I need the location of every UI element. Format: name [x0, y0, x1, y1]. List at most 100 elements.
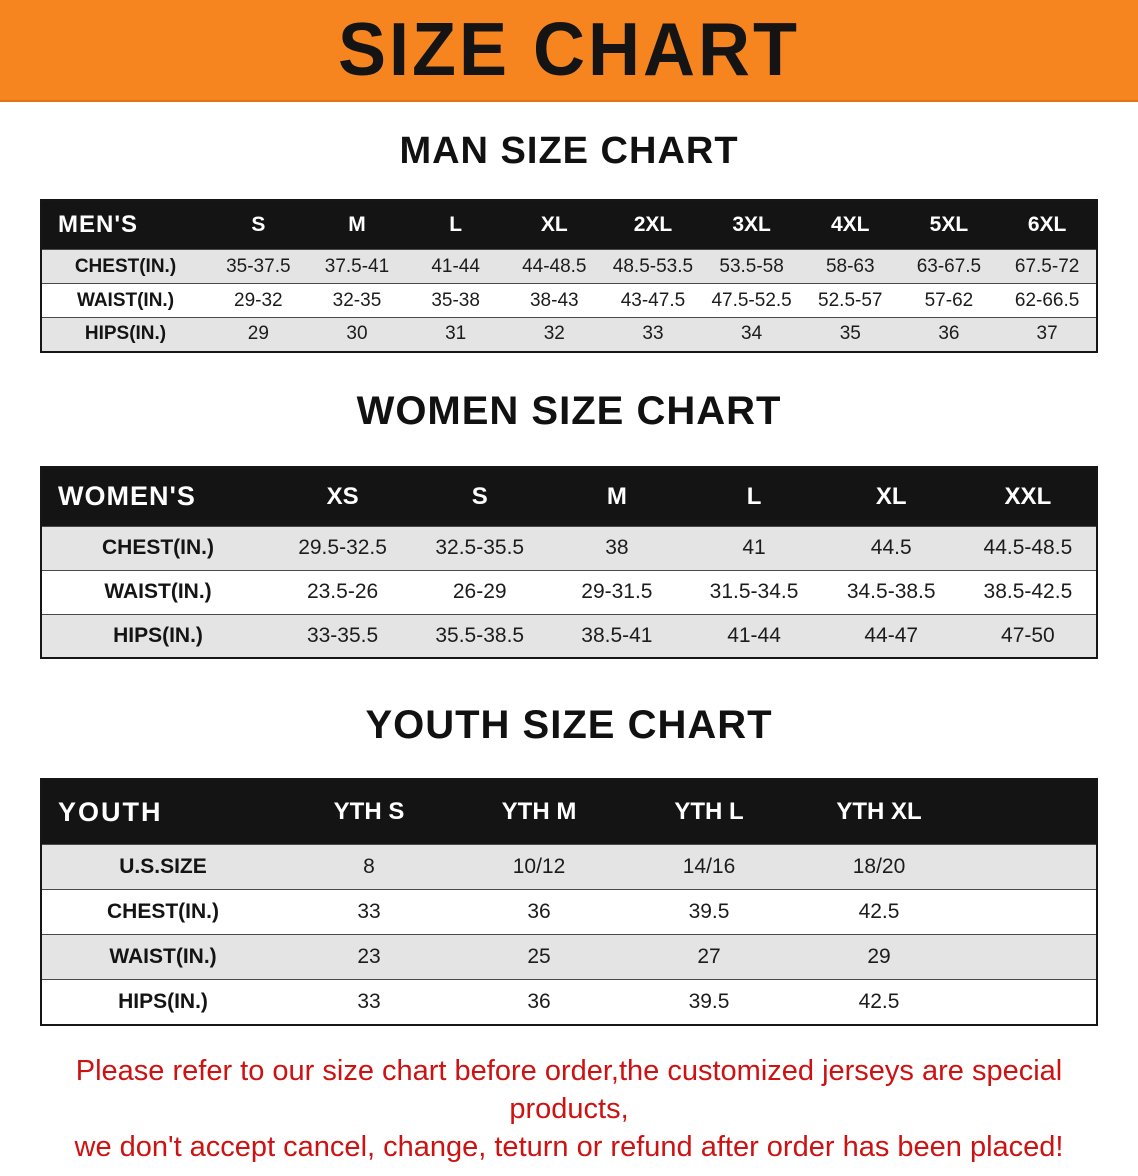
men-size-column-header: L: [406, 200, 505, 250]
women-value-cell: 34.5-38.5: [846, 580, 936, 603]
men-size-column-header: 4XL: [800, 200, 900, 250]
youth-value-cell: 36: [527, 900, 551, 923]
page-title: SIZE CHART: [338, 8, 800, 93]
youth-value-cell: 33: [357, 989, 381, 1013]
women-value-cell: 41-44: [727, 623, 781, 647]
youth-size-table: YOUTH YTH S YTH M YTH L YTH XL U.S.SIZE 8 10/12…: [40, 778, 1098, 1026]
youth-row-label: CHEST(IN.): [107, 900, 219, 923]
men-value-cell: 43-47.5: [620, 289, 686, 311]
men-size-column-header: S: [209, 200, 308, 250]
men-value-cell: 48.5-53.5: [612, 255, 694, 277]
men-value-cell: 31: [445, 323, 467, 345]
women-size-table: WOMEN'S XS S M L XL XXL CHEST(IN.) 29.5-32.5 32.5…: [40, 465, 1098, 659]
youth-value-cell: 42.5: [858, 900, 900, 923]
youth-value-cell: 14/16: [682, 855, 736, 878]
women-size-column-header: S: [411, 466, 549, 526]
youth-spacer: [964, 980, 1097, 1025]
women-value-cell: 44.5-48.5: [983, 536, 1073, 559]
men-measurement-row: WAIST(IN.) 29-32 32-35 35-38 38-43 43-47.5 47.…: [41, 283, 1097, 318]
youth-measurement-row: U.S.SIZE 8 10/12 14/16 18/20: [41, 844, 1097, 890]
women-size-column-header: XS: [274, 466, 412, 526]
youth-measurement-row: CHEST(IN.) 33 36 39.5 42.5: [41, 889, 1097, 935]
women-size-column-header: M: [548, 466, 686, 526]
youth-value-cell: 10/12: [512, 855, 566, 878]
women-value-cell: 29.5-32.5: [298, 536, 387, 559]
youth-row-label: HIPS(IN.): [118, 989, 208, 1013]
men-size-column-header: 5XL: [899, 200, 999, 250]
men-value-cell: 37.5-41: [324, 255, 390, 277]
men-value-cell: 57-62: [924, 289, 974, 311]
women-value-cell: 26-29: [452, 580, 507, 603]
women-row-label: WAIST(IN.): [104, 580, 212, 603]
men-value-cell: 52.5-57: [818, 289, 883, 311]
men-value-cell: 58-63: [825, 255, 875, 277]
women-value-cell: 47-50: [1001, 623, 1055, 647]
youth-spacer: [964, 779, 1097, 845]
men-size-column-header: 2XL: [603, 200, 703, 250]
youth-value-cell: 29: [867, 945, 891, 968]
women-value-cell: 29-31.5: [581, 580, 653, 603]
women-measurement-row: HIPS(IN.) 33-35.5 35.5-38.5 38.5-41 41-44 44-…: [41, 614, 1097, 658]
women-value-cell: 35.5-38.5: [435, 623, 525, 647]
youth-section: YOUTH SIZE CHART YOUTH YTH S YTH M YTH L YTH…: [0, 703, 1138, 1026]
youth-value-cell: 27: [697, 945, 721, 968]
men-value-cell: 41-44: [431, 255, 480, 277]
women-measurement-row: WAIST(IN.) 23.5-26 26-29 29-31.5 31.5-34.5 34…: [41, 570, 1097, 614]
youth-size-column-header: YTH XL: [794, 779, 964, 845]
women-value-cell: 31.5-34.5: [709, 580, 799, 603]
men-row-label: WAIST(IN.): [76, 289, 175, 311]
men-value-cell: 35-38: [431, 289, 480, 311]
men-row-label: CHEST(IN.): [74, 255, 177, 277]
youth-table-title: YOUTH: [41, 779, 284, 845]
women-row-label: CHEST(IN.): [102, 536, 214, 559]
youth-value-cell: 23: [357, 945, 381, 968]
men-value-cell: 47.5-52.5: [711, 289, 792, 311]
men-value-cell: 44-48.5: [522, 255, 587, 277]
men-value-cell: 35: [839, 323, 861, 345]
youth-value-cell: 25: [527, 945, 551, 968]
men-header-row: MEN'S S M L XL 2XL 3XL 4XL 5XL 6XL: [41, 200, 1097, 250]
men-value-cell: 29: [247, 323, 269, 345]
men-table-title: MEN'S: [41, 200, 209, 250]
youth-value-cell: 42.5: [858, 989, 900, 1013]
women-measurement-row: CHEST(IN.) 29.5-32.5 32.5-35.5 38 41 44.5 44.5…: [41, 526, 1097, 570]
women-value-cell: 23.5-26: [306, 580, 379, 603]
men-value-cell: 35-37.5: [226, 255, 291, 277]
women-value-cell: 32.5-35.5: [435, 536, 525, 559]
youth-measurement-row: HIPS(IN.) 33 36 39.5 42.5: [41, 979, 1097, 1025]
women-table-title: WOMEN'S: [41, 466, 274, 526]
women-section-heading: WOMEN SIZE CHART: [356, 388, 782, 433]
youth-size-column-header: YTH S: [284, 779, 454, 845]
men-size-column-header: 3XL: [702, 200, 801, 250]
men-value-cell: 34: [741, 323, 763, 345]
men-size-column-header: M: [307, 200, 407, 250]
women-size-column-header: XXL: [959, 466, 1097, 526]
men-size-column-header: 6XL: [998, 200, 1097, 250]
men-value-cell: 32: [543, 323, 565, 345]
men-value-cell: 53.5-58: [719, 255, 784, 277]
men-value-cell: 30: [346, 323, 368, 345]
men-value-cell: 63-67.5: [916, 255, 982, 277]
women-size-column-header: L: [685, 466, 823, 526]
youth-row-label: WAIST(IN.): [109, 945, 217, 968]
women-value-cell: 44.5: [870, 536, 912, 559]
women-value-cell: 38.5-41: [581, 623, 653, 647]
women-row-label: HIPS(IN.): [113, 623, 203, 647]
women-value-cell: 41: [742, 536, 766, 559]
youth-spacer: [964, 935, 1097, 980]
youth-value-cell: 39.5: [688, 900, 730, 923]
men-measurement-row: HIPS(IN.) 29 30 31 32 33 34 35 36 37: [41, 317, 1097, 352]
women-value-cell: 38.5-42.5: [983, 580, 1073, 603]
men-measurement-row: CHEST(IN.) 35-37.5 37.5-41 41-44 44-48.5 48.5…: [41, 249, 1097, 284]
youth-value-cell: 39.5: [688, 989, 730, 1013]
footer-note: Please refer to our size chart before or…: [20, 1052, 1118, 1166]
men-size-table: MEN'S S M L XL 2XL 3XL 4XL 5XL 6XL CHEST(IN.) 35-37…: [40, 199, 1098, 353]
women-header-row: WOMEN'S XS S M L XL XXL: [41, 466, 1097, 526]
men-value-cell: 36: [938, 323, 960, 345]
men-value-cell: 33: [642, 323, 664, 345]
youth-spacer: [964, 890, 1097, 935]
youth-size-column-header: YTH M: [454, 779, 624, 845]
men-value-cell: 37: [1036, 323, 1058, 345]
men-size-column-header: XL: [504, 200, 604, 250]
